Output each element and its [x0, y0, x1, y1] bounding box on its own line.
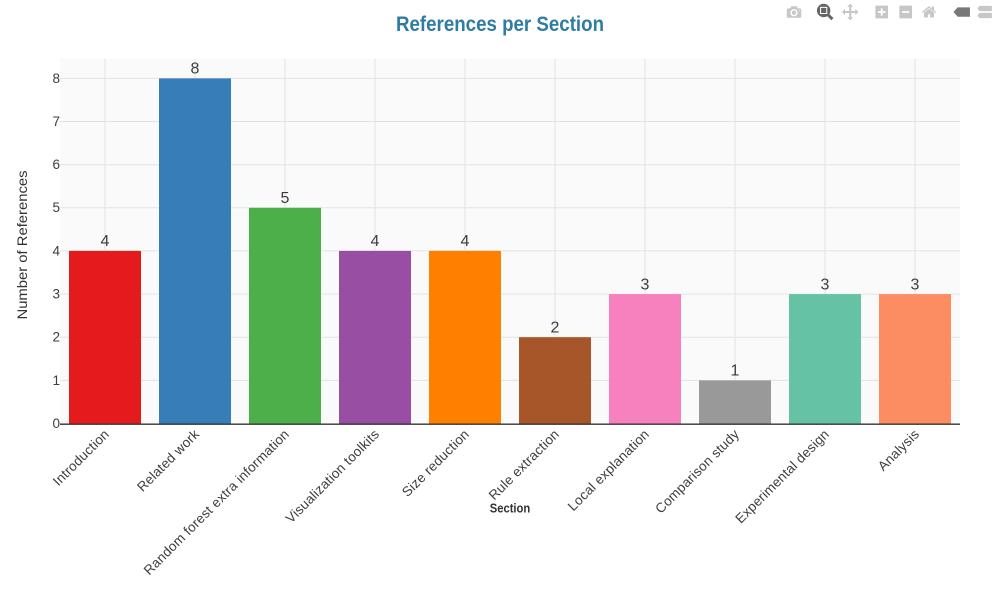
svg-text:1: 1	[52, 373, 60, 388]
svg-text:Random forest extra informatio: Random forest extra information	[141, 427, 292, 578]
svg-text:5: 5	[52, 200, 60, 215]
svg-text:Comparison study: Comparison study	[652, 426, 742, 516]
svg-text:3: 3	[821, 276, 830, 293]
svg-text:2: 2	[52, 330, 60, 345]
svg-text:References per Section: References per Section	[396, 13, 604, 36]
svg-text:0: 0	[52, 416, 60, 431]
svg-text:6: 6	[52, 157, 60, 172]
svg-text:4: 4	[52, 243, 60, 258]
svg-text:7: 7	[52, 114, 60, 129]
svg-text:Analysis: Analysis	[875, 426, 922, 473]
svg-text:Experimental design: Experimental design	[732, 427, 832, 527]
svg-text:5: 5	[281, 190, 290, 207]
svg-text:1: 1	[731, 363, 740, 380]
svg-text:Size reduction: Size reduction	[399, 427, 472, 500]
svg-text:Section: Section	[490, 502, 531, 516]
svg-text:Number of References: Number of References	[15, 170, 30, 319]
svg-text:Introduction: Introduction	[50, 427, 112, 489]
svg-text:Related work: Related work	[134, 426, 202, 494]
svg-text:Visualization toolkits: Visualization toolkits	[283, 426, 383, 526]
svg-text:Local explanation: Local explanation	[565, 427, 652, 514]
svg-text:4: 4	[461, 233, 470, 250]
svg-text:4: 4	[101, 233, 110, 250]
svg-text:8: 8	[191, 61, 200, 78]
svg-text:8: 8	[52, 71, 60, 86]
svg-text:3: 3	[641, 276, 650, 293]
svg-text:3: 3	[911, 276, 920, 293]
svg-text:4: 4	[371, 233, 380, 250]
svg-text:2: 2	[551, 320, 560, 337]
svg-text:3: 3	[52, 287, 60, 302]
svg-text:Rule extraction: Rule extraction	[486, 427, 562, 503]
